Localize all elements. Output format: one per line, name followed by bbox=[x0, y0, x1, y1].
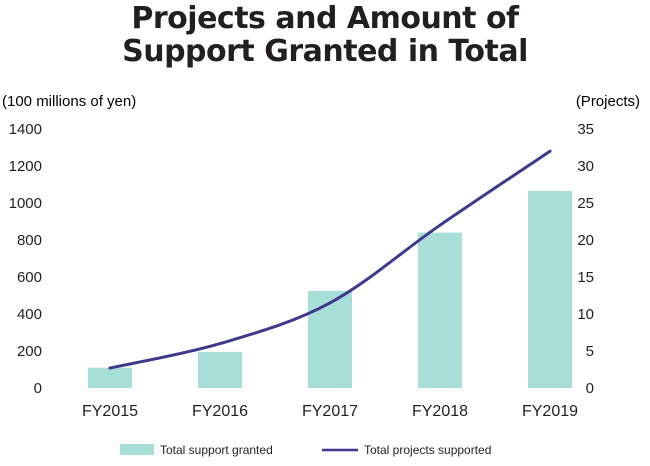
right-tick-label: 35 bbox=[577, 121, 594, 138]
bar-fy2019 bbox=[528, 190, 572, 388]
right-tick-label: 25 bbox=[577, 195, 594, 212]
chart-title: Projects and Amount of Support Granted i… bbox=[0, 2, 650, 68]
category-label: FY2017 bbox=[302, 403, 358, 420]
left-tick-label: 600 bbox=[17, 269, 42, 286]
left-tick-label: 400 bbox=[17, 306, 42, 323]
right-tick-label: 0 bbox=[586, 380, 594, 397]
right-tick-label: 10 bbox=[577, 306, 594, 323]
left-axis-unit-label: (100 millions of yen) bbox=[2, 93, 136, 110]
line-point-fy2015 bbox=[108, 366, 112, 370]
left-axis: 1400 1200 1000 800 600 400 200 0 bbox=[9, 121, 42, 397]
bar-fy2017 bbox=[308, 290, 352, 388]
left-tick-label: 800 bbox=[17, 232, 42, 249]
right-tick-label: 20 bbox=[577, 232, 594, 249]
legend-label-line: Total projects supported bbox=[364, 443, 491, 457]
left-tick-label: 0 bbox=[34, 380, 42, 397]
left-tick-label: 200 bbox=[17, 343, 42, 360]
category-axis: FY2015 FY2016 FY2017 FY2018 FY2019 bbox=[82, 403, 578, 420]
line-point-fy2017 bbox=[328, 301, 332, 305]
bar-fy2015 bbox=[88, 367, 132, 388]
left-tick-label: 1400 bbox=[9, 121, 42, 138]
right-tick-label: 30 bbox=[577, 158, 594, 175]
bar-fy2018 bbox=[418, 232, 462, 388]
bar-series bbox=[88, 190, 572, 388]
legend: Total support granted Total projects sup… bbox=[120, 443, 491, 457]
left-tick-label: 1200 bbox=[9, 158, 42, 175]
category-label: FY2016 bbox=[192, 403, 248, 420]
category-label: FY2018 bbox=[412, 403, 468, 420]
category-label: FY2019 bbox=[522, 403, 578, 420]
right-axis-unit-label: (Projects) bbox=[576, 93, 640, 110]
line-point-fy2018 bbox=[438, 223, 442, 227]
line-point-fy2016 bbox=[218, 342, 222, 346]
category-label: FY2015 bbox=[82, 403, 138, 420]
legend-swatch-bar bbox=[120, 444, 154, 455]
left-tick-label: 1000 bbox=[9, 195, 42, 212]
right-axis: 35 30 25 20 15 10 5 0 bbox=[577, 121, 594, 397]
bar-fy2016 bbox=[198, 351, 242, 388]
right-tick-label: 5 bbox=[586, 343, 594, 360]
chart-title-line-1: Projects and Amount of bbox=[131, 1, 519, 36]
right-tick-label: 15 bbox=[577, 269, 594, 286]
legend-label-bar: Total support granted bbox=[160, 443, 273, 457]
line-series bbox=[108, 149, 552, 370]
line-point-fy2019 bbox=[548, 149, 552, 153]
chart-title-line-2: Support Granted in Total bbox=[122, 34, 528, 69]
